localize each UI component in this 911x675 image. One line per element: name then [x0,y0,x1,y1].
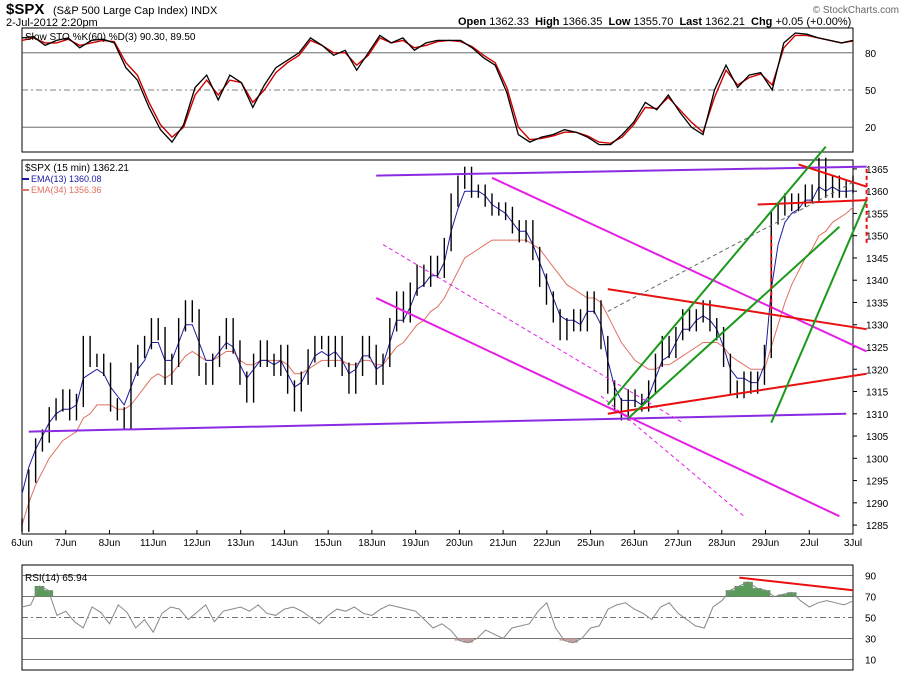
support-trendline [28,412,847,433]
x-tick-label: 28Jun [708,538,735,549]
rsi-tick-label: 70 [865,593,877,604]
symbol: $SPX [6,1,45,18]
rsi-tick-label: 50 [865,614,877,625]
falling-resistance-red [607,288,867,331]
x-tick-label: 13Jun [227,538,254,549]
rsi-divergence-line [739,576,854,592]
brand-watermark: © StockCharts.com [812,5,899,16]
sto-d-line [21,34,854,145]
rsi-tick-label: 10 [865,656,877,667]
x-tick-label: 19Jun [402,538,429,549]
x-tick-label: 29Jun [752,538,779,549]
sto-tick-label: 50 [865,86,877,97]
rsi-legend: RSI(14) 65.94 [25,573,88,584]
price-tick-label: 1315 [866,388,889,399]
rsi-tick-label: 30 [865,635,877,646]
price-tick-label: 1340 [866,276,889,287]
x-tick-label: 27Jun [664,538,691,549]
wedge-upper-red [798,163,867,188]
price-tick-label: 1330 [866,321,889,332]
x-tick-label: 25Jun [577,538,604,549]
symbol-name: (S&P 500 Large Cap Index) INDX [53,5,218,17]
price-tick-label: 1290 [866,499,889,510]
x-tick-label: 26Jun [621,538,648,549]
x-tick-label: 14Jun [271,538,298,549]
wedge-lower-red [757,199,867,206]
x-tick-label: 12Jun [183,538,210,549]
price-tick-label: 1320 [866,365,889,376]
price-tick-label: 1345 [866,254,889,265]
x-tick-label: 21Jun [489,538,516,549]
channel-lower-magenta [375,297,840,518]
price-tick-label: 1325 [866,343,889,354]
chart-header: $SPX (S&P 500 Large Cap Index) INDX 2-Ju… [0,0,911,30]
x-tick-label: 18Jun [358,538,385,549]
rising-support-red [607,372,867,415]
x-tick-label: 6Jun [11,538,33,549]
ema34-line [21,207,854,526]
sto-tick-label: 80 [865,49,877,60]
price-tick-label: 1355 [866,209,889,220]
price-tick-label: 1300 [866,454,889,465]
sto-tick-label: 20 [865,123,877,134]
x-tick-label: 15Jun [315,538,342,549]
price-tick-label: 1305 [866,432,889,443]
channel-green-lower [627,226,841,419]
rsi-tick-label: 90 [865,572,877,583]
channel-mid-magenta [382,244,683,424]
channel-green-right [770,199,868,424]
sto-legend: Slow STO %K(60) %D(3) 90.30, 89.50 [25,32,196,43]
price-tick-label: 1360 [866,187,889,198]
ema13-legend: EMA(13) 1360.08 [31,174,102,184]
x-tick-label: 22Jun [533,538,560,549]
price-tick-label: 1285 [866,521,889,532]
chart-date: 2-Jul-2012 2:20pm [6,17,98,29]
x-tick-label: 8Jun [99,538,121,549]
x-tick-label: 7Jun [55,538,77,549]
ema13-line [21,185,854,495]
x-tick-label: 2Jul [800,538,818,549]
price-legend: $SPX (15 min) 1362.21 [25,163,129,174]
resistance-trendline [376,165,867,177]
price-tick-label: 1365 [866,165,889,176]
price-tick-label: 1335 [866,298,889,309]
x-tick-label: 3Jul [844,538,862,549]
ema34-legend: EMA(34) 1356.36 [31,185,102,195]
channel-mid-magenta [600,395,745,517]
channel-green-upper [607,145,827,406]
sto-k-line [21,32,854,146]
price-tick-label: 1310 [866,410,889,421]
price-panel-frame [21,159,854,535]
price-stats: Open 1362.33 High 1366.35 Low 1355.70 La… [458,16,852,28]
channel-upper-magenta [491,176,868,353]
x-tick-label: 20Jun [446,538,473,549]
rsi-line [21,581,854,644]
price-tick-label: 1295 [866,477,889,488]
x-tick-label: 11Jun [140,538,167,549]
price-tick-label: 1350 [866,232,889,243]
